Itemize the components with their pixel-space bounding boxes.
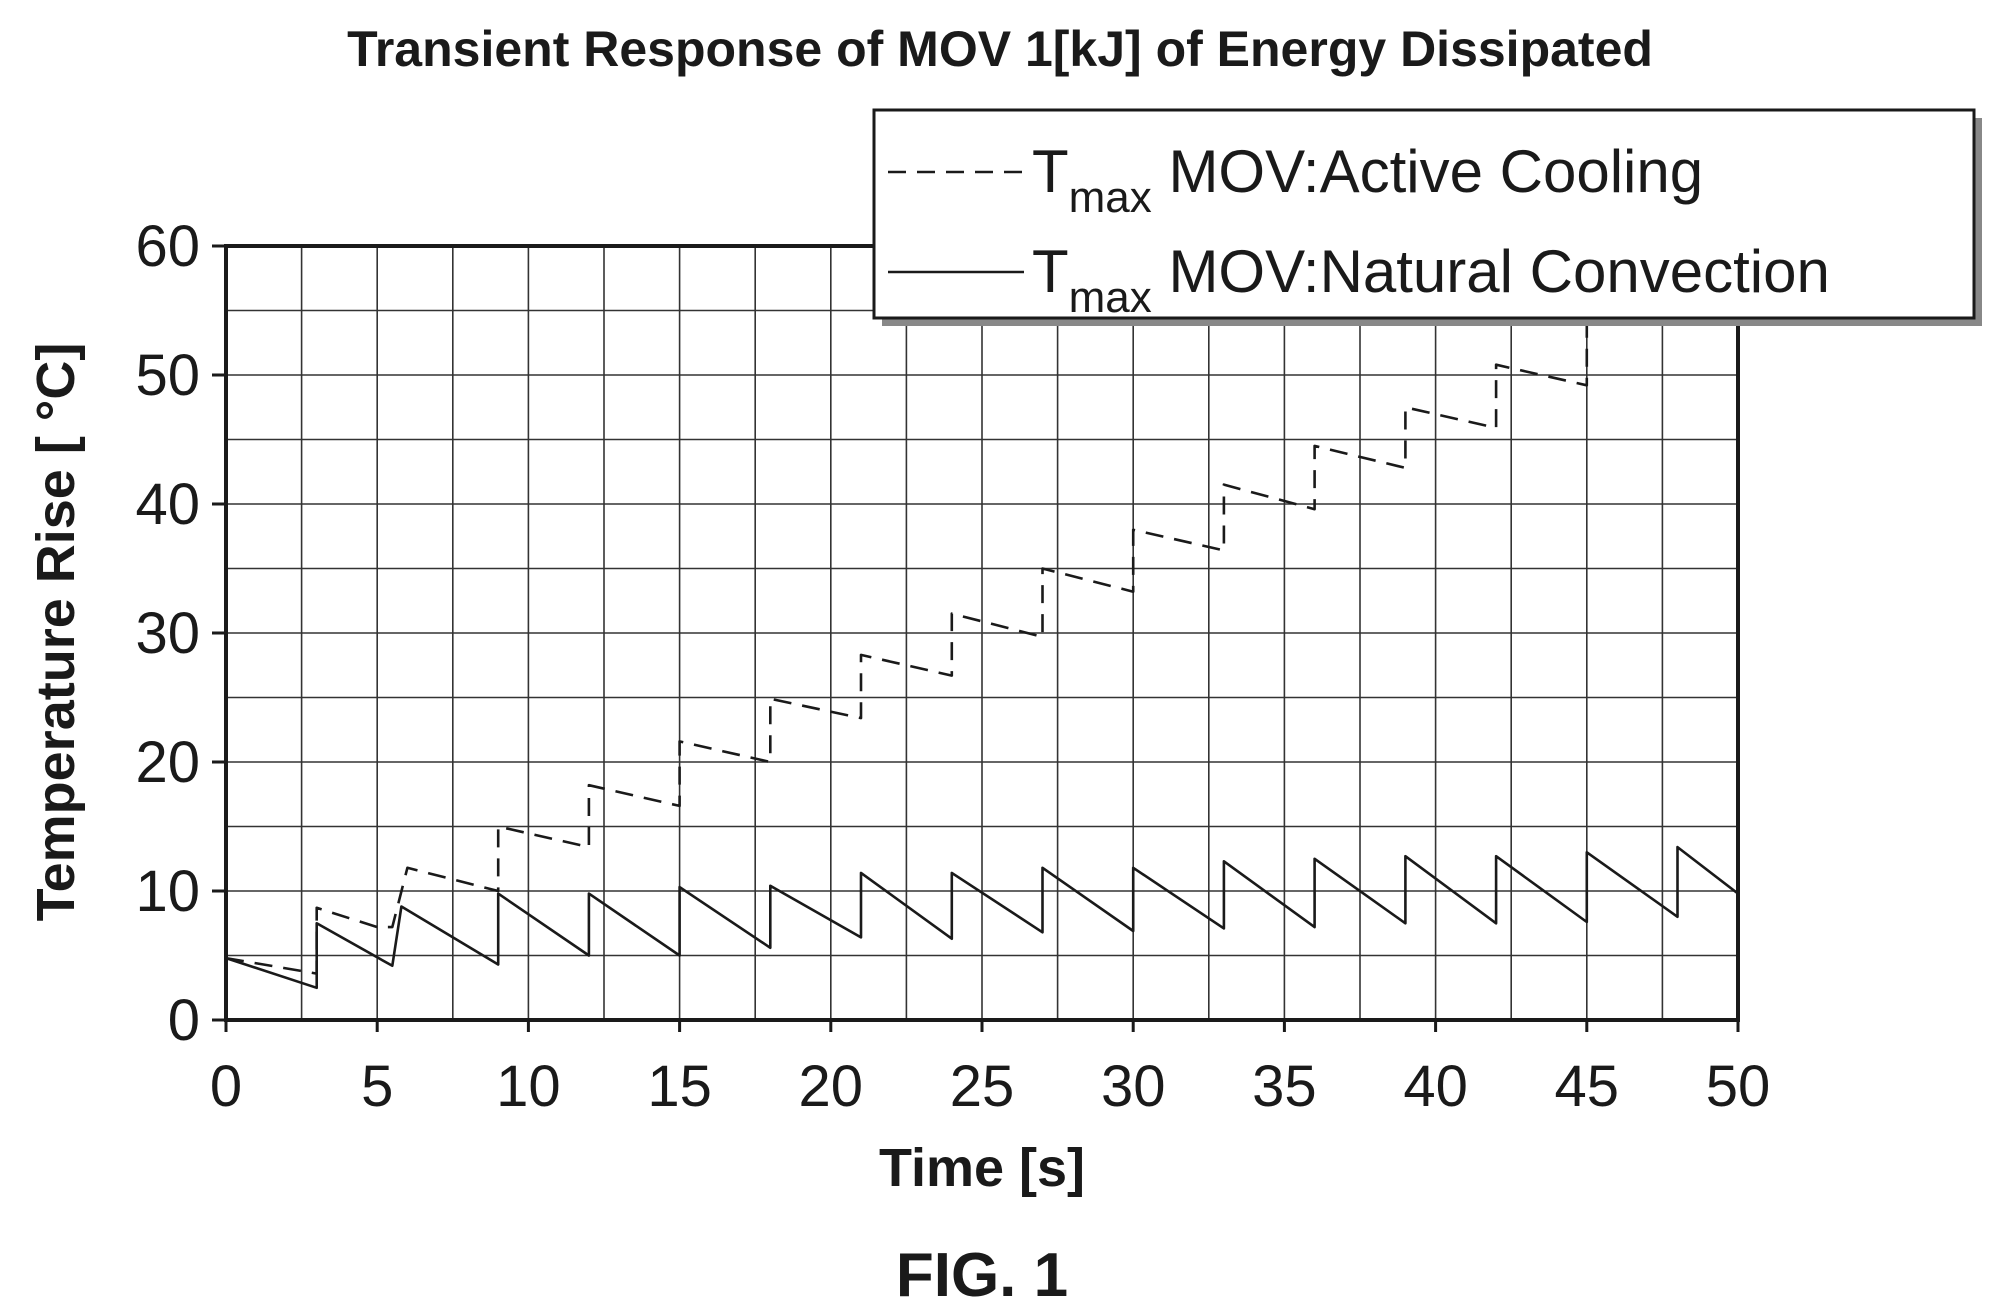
y-tick-label: 50 xyxy=(135,343,200,408)
y-tick-label: 60 xyxy=(135,214,200,279)
figure-label: FIG. 1 xyxy=(896,1241,1068,1310)
x-tick-label: 10 xyxy=(496,1054,561,1119)
x-tick-label: 15 xyxy=(647,1054,712,1119)
x-tick-label: 30 xyxy=(1101,1054,1166,1119)
y-tick-label: 20 xyxy=(135,730,200,795)
chart-series xyxy=(225,323,1739,990)
x-tick-label: 35 xyxy=(1252,1054,1317,1119)
y-tick-label: 0 xyxy=(168,988,200,1053)
x-tick-label: 50 xyxy=(1706,1054,1771,1119)
x-tick-label: 45 xyxy=(1555,1054,1620,1119)
legend-box xyxy=(872,108,1976,320)
y-tick-label: 30 xyxy=(135,601,200,666)
x-tick-label: 40 xyxy=(1403,1054,1468,1119)
y-tick-label: 10 xyxy=(135,859,200,924)
y-tick-label: 40 xyxy=(135,472,200,537)
x-tick-label: 20 xyxy=(799,1054,864,1119)
chart-legend: Tmax MOV:Active Cooling Tmax MOV:Natural … xyxy=(872,108,1982,326)
x-tick-label: 5 xyxy=(361,1054,393,1119)
y-axis-label: Temperature Rise [ °C] xyxy=(26,343,86,922)
series-line-active-cooling xyxy=(225,323,1589,975)
x-tick-label: 25 xyxy=(950,1054,1015,1119)
legend-entry-label: Tmax MOV:Natural Convection xyxy=(1032,238,1830,322)
chart-title: Transient Response of MOV 1[kJ] of Energ… xyxy=(347,21,1653,77)
legend-entry-label: Tmax MOV:Active Cooling xyxy=(1032,138,1703,222)
chart-grid xyxy=(225,245,1739,1021)
x-tick-label: 0 xyxy=(210,1054,242,1119)
x-axis-label: Time [s] xyxy=(879,1138,1085,1198)
series-line-natural-convection xyxy=(225,845,1739,990)
